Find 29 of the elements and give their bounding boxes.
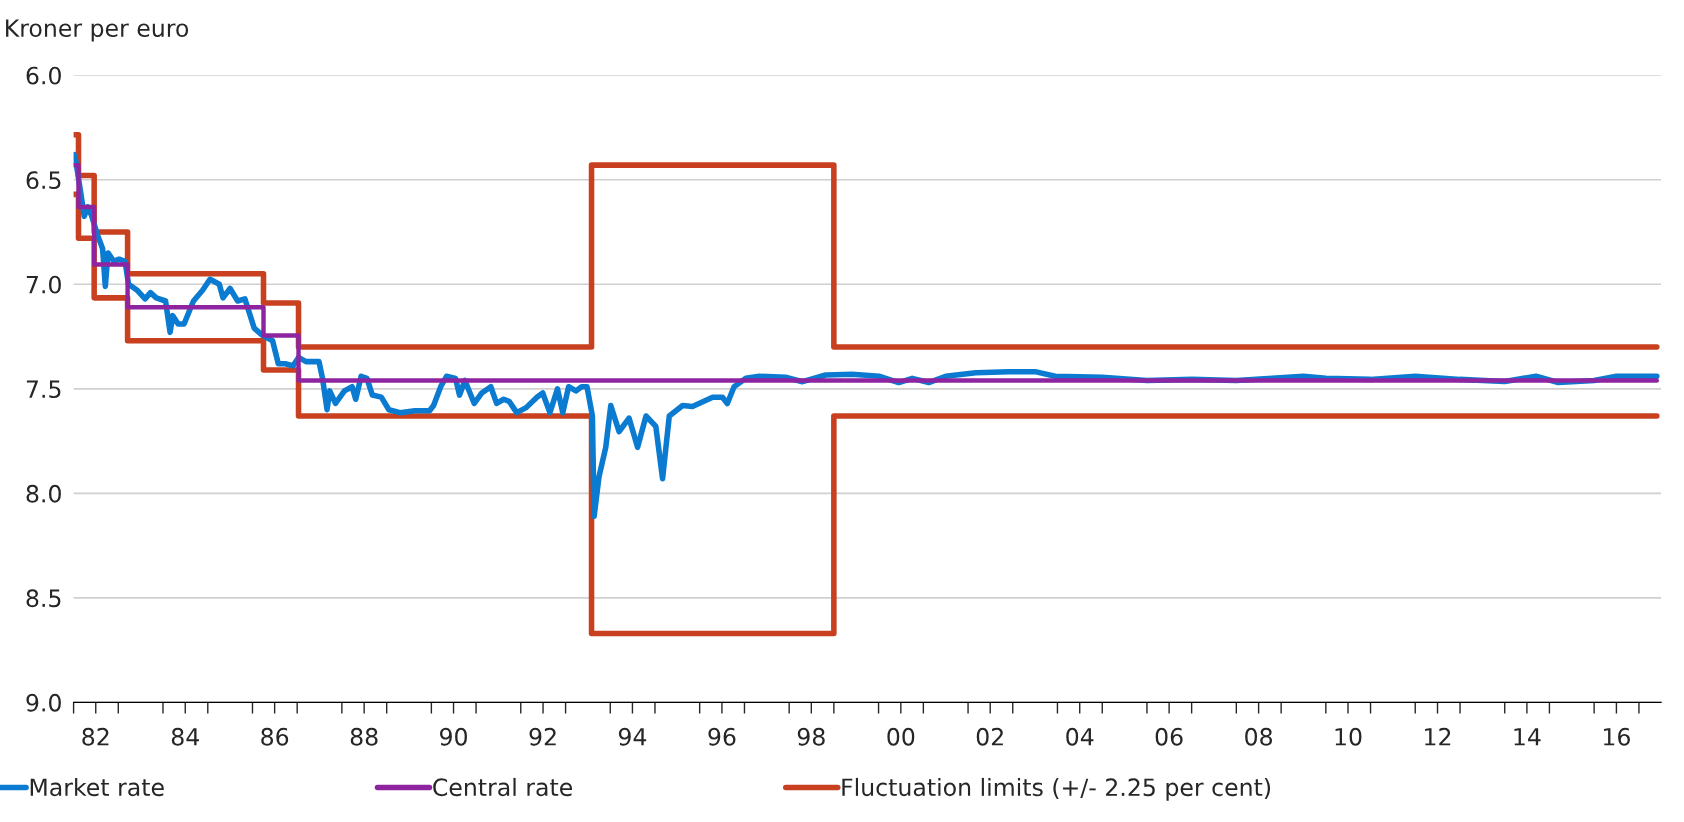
legend-label: Central rate: [433, 777, 573, 797]
x-tick-label: 14: [1514, 728, 1541, 746]
x-tick-label: 12: [1425, 727, 1451, 746]
x-tick-label: 02: [976, 727, 1003, 746]
x-tick-label: 82: [82, 727, 109, 746]
x-tick-label: 08: [1245, 727, 1273, 746]
x-tick-label: 88: [350, 727, 378, 746]
x-tick-label: 86: [261, 727, 289, 746]
y-tick-label: 6.0: [26, 66, 61, 85]
y-axis-title: Kroner per euro: [6, 19, 189, 42]
y-tick-label: 9.0: [26, 693, 61, 712]
y-tick-label: 8.5: [26, 589, 61, 608]
x-tick-label: 10: [1335, 727, 1362, 746]
x-tick-label: 90: [440, 727, 467, 746]
x-tick-label: 94: [618, 727, 647, 746]
x-tick-label: 00: [887, 727, 915, 746]
legend-label: Fluctuation limits (+/- 2.25 per cent): [842, 777, 1271, 801]
y-tick-label: 6.5: [26, 171, 61, 190]
x-tick-label: 92: [529, 727, 556, 746]
y-tick-label: 7.0: [26, 275, 61, 294]
x-tick-label: 84: [171, 727, 199, 746]
x-tick-label: 96: [708, 727, 736, 746]
legend-label: Market rate: [30, 777, 164, 797]
x-tick-label: 04: [1066, 727, 1094, 746]
x-tick-label: 16: [1603, 727, 1630, 746]
y-tick-label: 8.0: [26, 484, 61, 503]
x-tick-label: 06: [1155, 727, 1183, 746]
y-tick-label: 7.5: [26, 380, 61, 399]
x-tick-label: 98: [797, 727, 825, 746]
